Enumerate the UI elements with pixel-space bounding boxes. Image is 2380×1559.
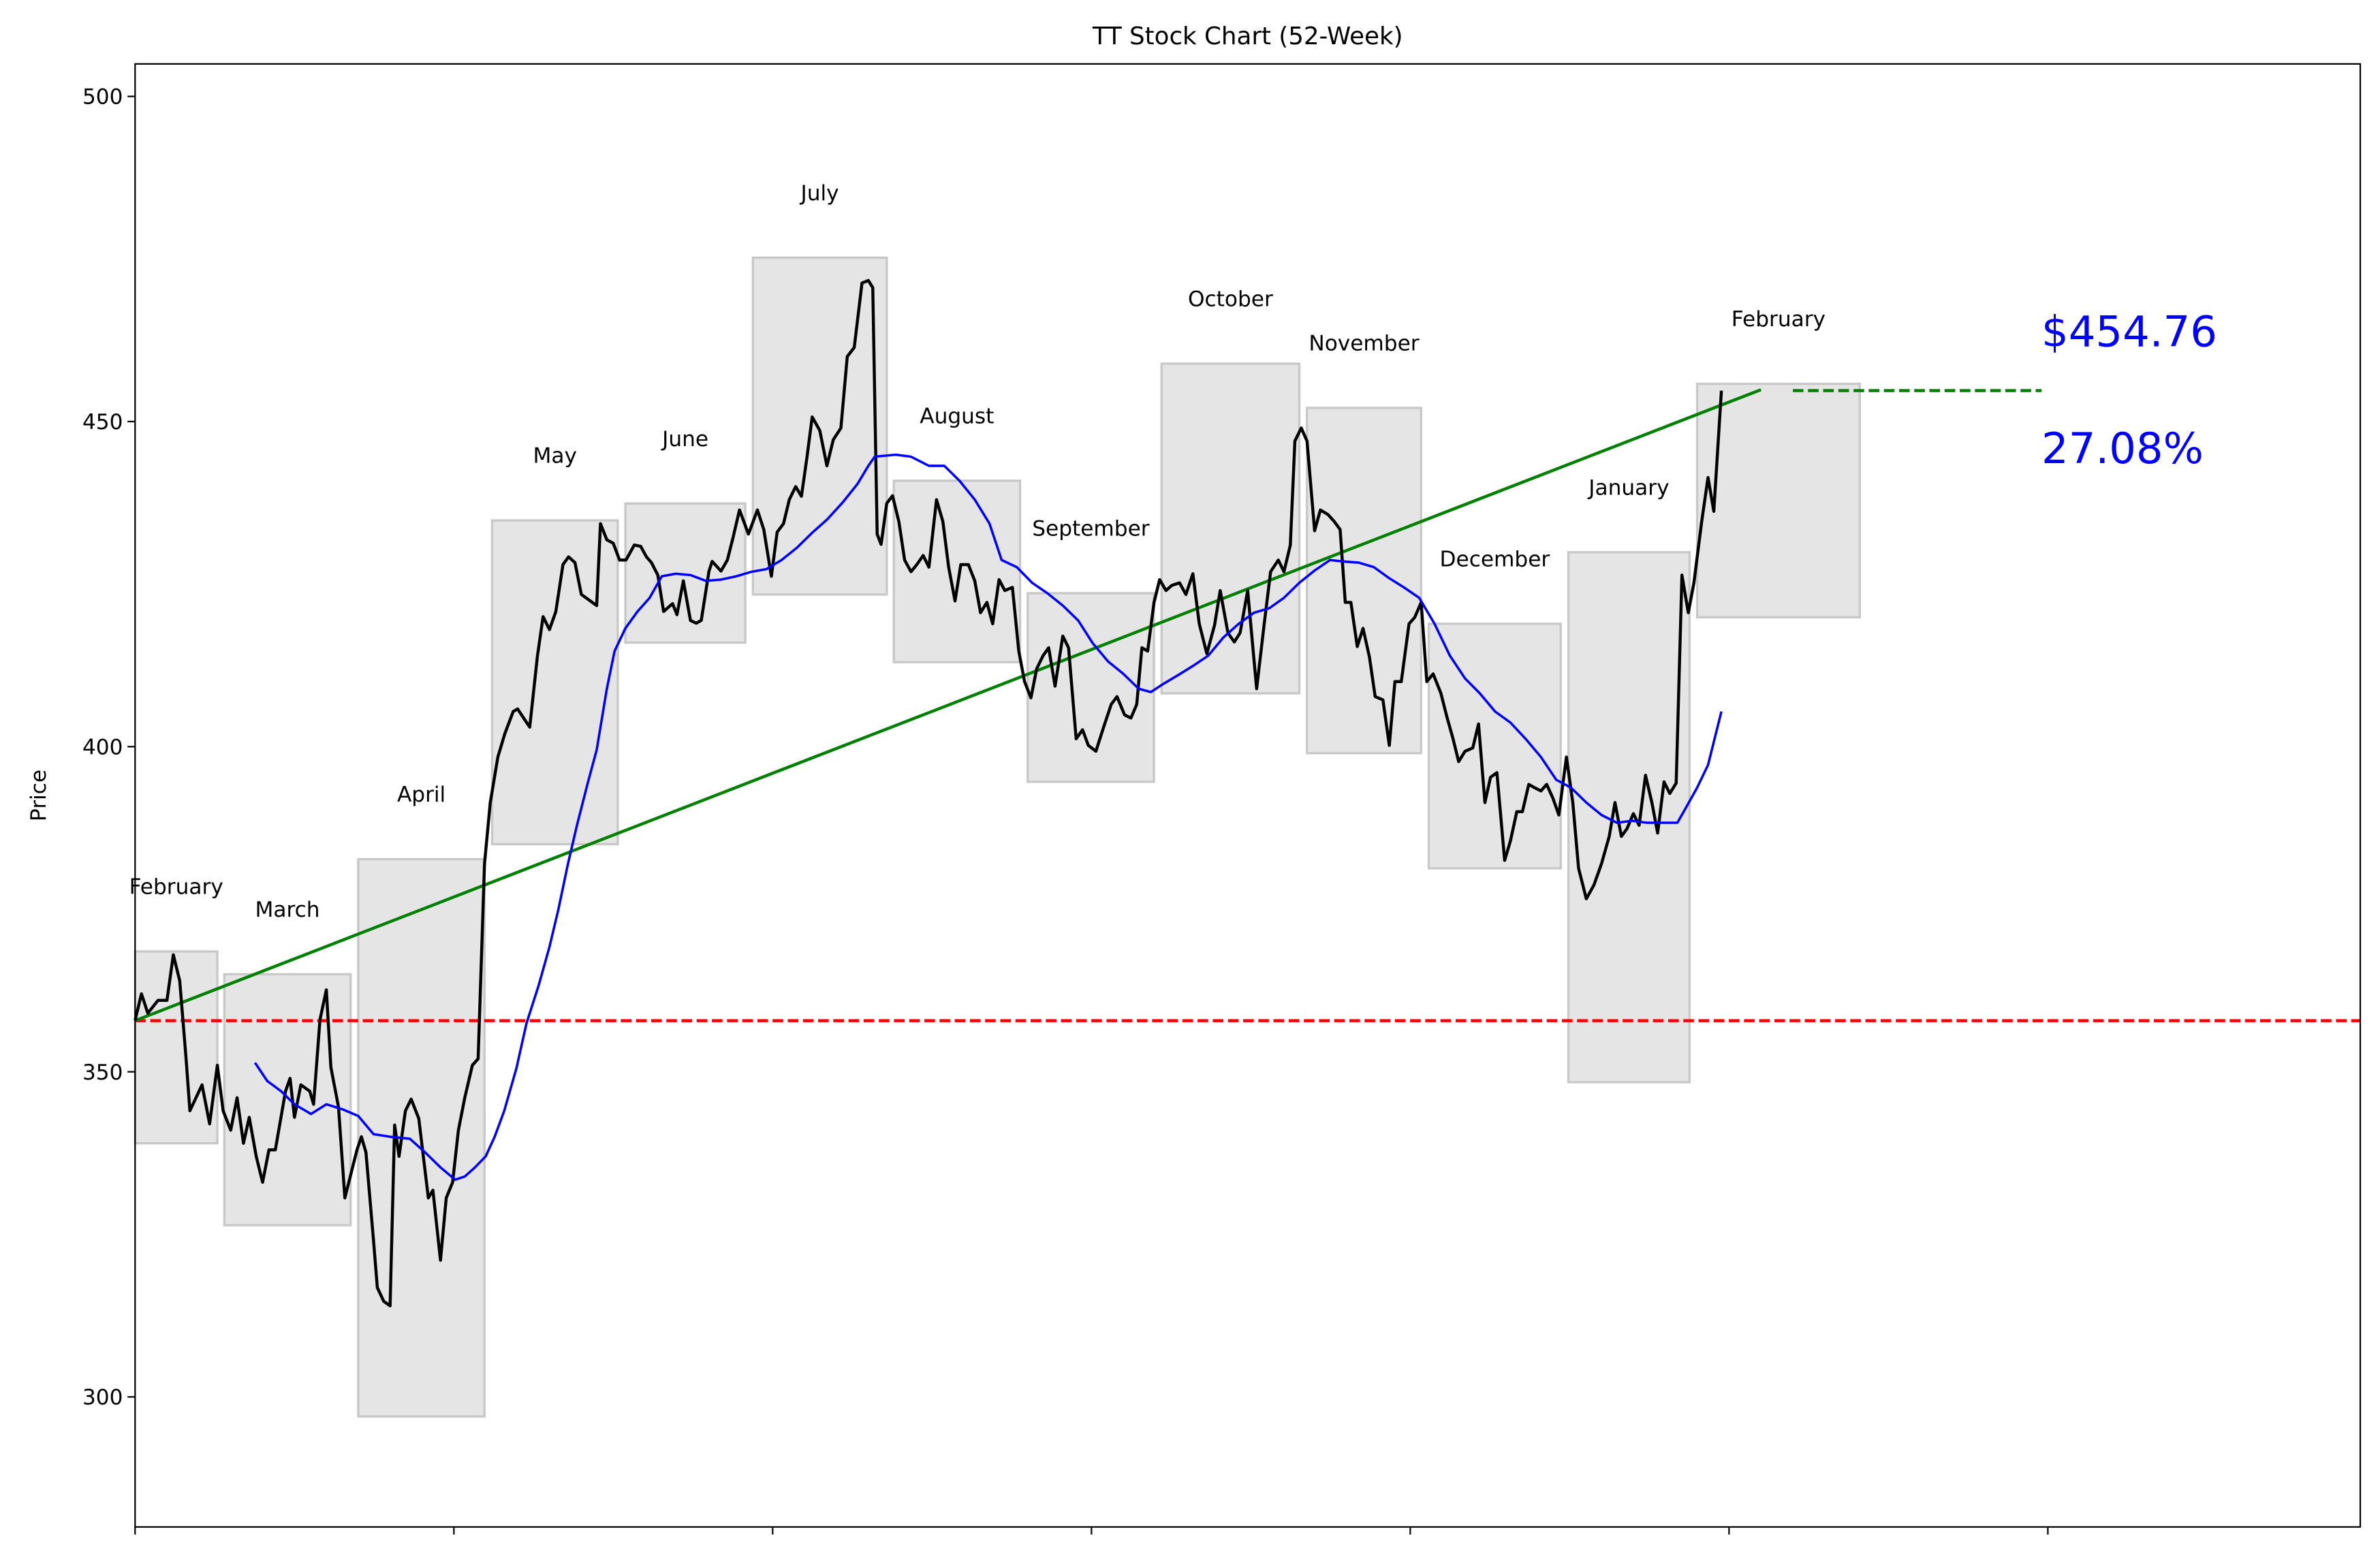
month-box [1160, 362, 1301, 695]
moving-average-line [253, 453, 1723, 1181]
y-tick-label: 350 [82, 1060, 123, 1085]
trend-line [134, 388, 1761, 1022]
y-tick-label: 500 [82, 85, 123, 110]
month-box [1027, 592, 1155, 783]
series-lines [134, 279, 2361, 1308]
month-label: February [129, 875, 223, 900]
month-box [134, 950, 219, 1145]
month-label: August [920, 404, 994, 428]
y-tick-label: 300 [82, 1385, 123, 1410]
y-tick-label: 400 [82, 735, 123, 759]
month-label: September [1032, 517, 1150, 541]
month-label: April [397, 783, 445, 807]
month-label: May [533, 444, 576, 469]
month-box [751, 256, 888, 596]
month-label: January [1587, 476, 1669, 501]
price-line [134, 279, 1723, 1308]
month-label: October [1188, 287, 1273, 312]
month-box [1695, 382, 1861, 618]
y-axis: 300 350 400 450 500 [82, 85, 136, 1410]
month-label: March [255, 898, 319, 922]
current-price-annotation: $454.76 [2041, 306, 2217, 356]
x-axis [134, 1526, 2049, 1535]
annotations: $454.76 27.08% [2041, 306, 2217, 473]
month-label: July [800, 181, 839, 206]
month-label: November [1309, 332, 1419, 356]
chart-title: TT Stock Chart (52-Week) [1092, 22, 1403, 50]
y-tick-label: 450 [82, 410, 123, 435]
percent-change-annotation: 27.08% [2041, 424, 2204, 473]
y-axis-label: Price [27, 770, 51, 821]
month-box [1306, 407, 1422, 755]
month-box [223, 973, 352, 1227]
month-label: June [661, 427, 708, 452]
plot-frame [134, 63, 2362, 1528]
month-box [1427, 623, 1562, 870]
month-label: February [1732, 307, 1826, 332]
month-box [892, 479, 1022, 663]
month-label: December [1440, 548, 1550, 572]
month-box [624, 502, 747, 644]
month-box [1567, 551, 1691, 1084]
month-labels: February March April May June July August Septe… [129, 181, 1826, 922]
